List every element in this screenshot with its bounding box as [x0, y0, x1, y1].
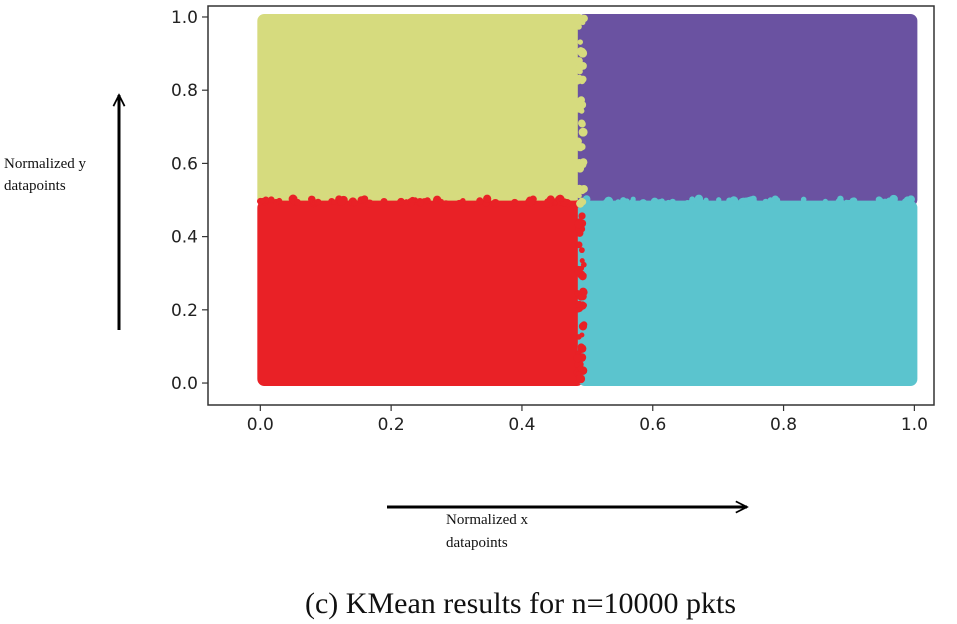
x-tick-label: 0.0 [247, 415, 274, 435]
y-tick-label: 0.0 [171, 374, 198, 394]
cluster-bottom-left-points [257, 200, 584, 387]
x-tick-label: 0.6 [639, 415, 666, 435]
cluster-bottom-right [577, 200, 918, 387]
ticks-layer: 0.0 0.2 0.4 0.6 0.8 1.0 0.0 0.2 0.4 0.6 0.8 1.0 [171, 8, 928, 435]
x-tick-label: 1.0 [901, 415, 928, 435]
plot-frame [207, 5, 935, 406]
cluster-top-right [577, 13, 918, 207]
cluster-top-left [257, 13, 584, 207]
y-tick-label: 0.8 [171, 81, 198, 101]
cluster-top-right-points [577, 13, 918, 207]
clusters-layer [256, 13, 918, 387]
x-axis-label-line2: datapoints [446, 535, 508, 551]
x-tick-label: 0.4 [508, 415, 535, 435]
y-tick-label: 0.6 [171, 154, 198, 174]
y-axis-label-line2: datapoints [4, 178, 66, 194]
y-tick-label: 0.4 [171, 228, 198, 248]
x-axis-label-line1: Normalized x [446, 512, 529, 528]
y-axis-label-line1: Normalized y [4, 156, 87, 172]
y-tick-label: 0.2 [171, 301, 198, 321]
cluster-bottom-left [257, 200, 584, 387]
y-tick-label: 1.0 [171, 8, 198, 28]
x-tick-label: 0.2 [378, 415, 405, 435]
figure-caption: (c) KMean results for n=10000 pkts [305, 587, 736, 620]
cluster-top-left-points [257, 13, 584, 207]
cluster-boundary-points [256, 13, 915, 386]
x-tick-label: 0.8 [770, 415, 797, 435]
cluster-bottom-right-points [577, 200, 918, 387]
